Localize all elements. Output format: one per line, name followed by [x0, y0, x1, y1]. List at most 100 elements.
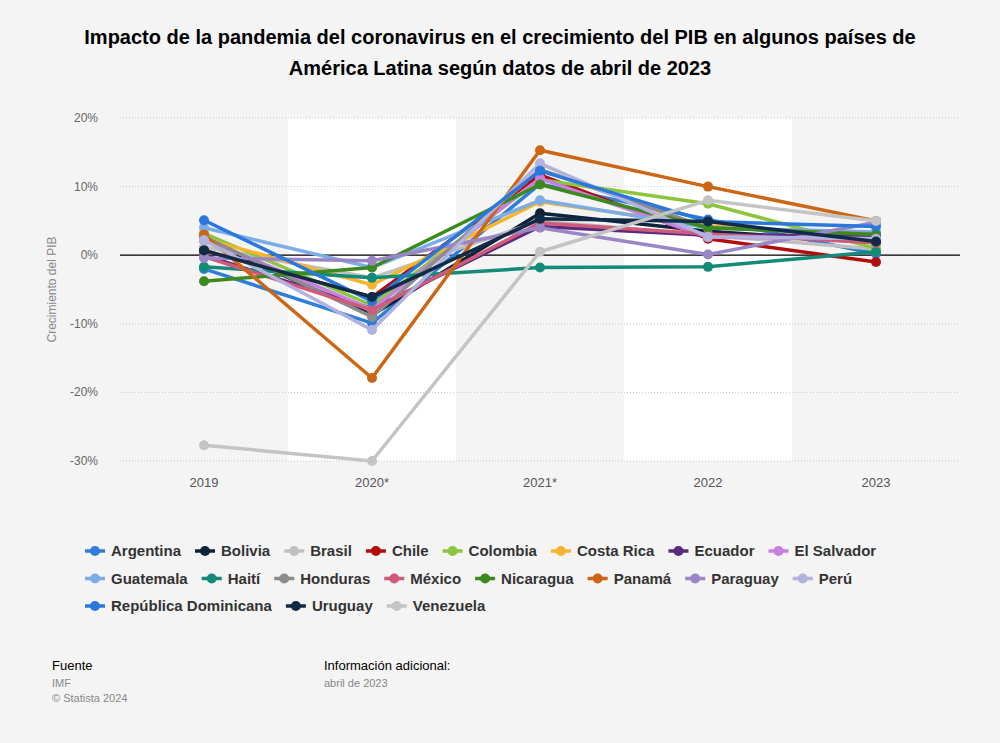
- legend-item: Perú: [793, 570, 852, 587]
- legend-item: Nicaragua: [475, 570, 574, 587]
- legend-symbol: [556, 546, 566, 556]
- legend-symbol: [673, 546, 683, 556]
- y-tick-label: 20%: [74, 111, 98, 125]
- legend-symbol: [90, 574, 100, 584]
- grid-line: [120, 461, 960, 462]
- legend-symbol: [289, 546, 299, 556]
- legend-label: El Salvador: [794, 542, 876, 559]
- series-point: [199, 215, 209, 225]
- legend-label: Venezuela: [413, 597, 486, 614]
- legend-label: República Dominicana: [111, 597, 273, 614]
- x-tick-label: 2022: [694, 475, 723, 490]
- title-line: América Latina según datos de abril de 2…: [289, 57, 711, 79]
- series-point: [871, 216, 881, 226]
- legend-label: Chile: [392, 542, 429, 559]
- series-point: [367, 292, 377, 302]
- legend-symbol: [392, 601, 402, 611]
- series-point: [703, 182, 713, 192]
- legend-label: Panamá: [614, 570, 672, 587]
- legend-item: Costa Rica: [551, 542, 655, 559]
- legend-label: Haití: [228, 570, 261, 587]
- legend-symbol: [798, 574, 808, 584]
- x-tick-label: 2021*: [523, 475, 557, 490]
- series-point: [367, 456, 377, 466]
- legend-symbol: [200, 546, 210, 556]
- series-point: [535, 180, 545, 190]
- legend-symbol: [593, 574, 603, 584]
- legend-item: Colombia: [443, 542, 538, 559]
- series-point: [199, 276, 209, 286]
- series-point: [703, 232, 713, 242]
- series-point: [871, 247, 881, 257]
- series-point: [367, 292, 377, 302]
- series-line: [204, 150, 876, 378]
- legend-label: Honduras: [300, 570, 370, 587]
- legend-label: Colombia: [469, 542, 538, 559]
- series-point: [535, 166, 545, 176]
- legend-symbol: [773, 546, 783, 556]
- series-point: [367, 305, 377, 315]
- y-tick-label: 0%: [81, 248, 99, 262]
- title: Impacto de la pandemia del coronavirus e…: [84, 26, 915, 79]
- legend-item: Argentina: [85, 542, 182, 559]
- legend-label: Paraguay: [711, 570, 779, 587]
- legend-symbol: [207, 574, 217, 584]
- legend-label: Brasil: [310, 542, 352, 559]
- legend-item: Honduras: [274, 570, 370, 587]
- series-line: [204, 213, 876, 315]
- series-point: [199, 245, 209, 255]
- legend-item: Panamá: [588, 570, 672, 587]
- grid-line: [120, 118, 960, 119]
- info: abril de 2023: [324, 677, 388, 689]
- info-label: Información adicional:: [324, 658, 450, 673]
- background: [0, 0, 1000, 743]
- legend-item: Venezuela: [387, 597, 486, 614]
- legend-label: Perú: [819, 570, 852, 587]
- series-group: [199, 145, 881, 466]
- series-point: [703, 262, 713, 272]
- grid-line: [120, 392, 960, 393]
- legend-item: República Dominicana: [85, 597, 273, 614]
- series-line: [204, 200, 876, 461]
- series-point: [703, 217, 713, 227]
- x-tick-label: 2020*: [355, 475, 389, 490]
- source: IMF: [52, 677, 71, 689]
- series-point: [703, 232, 713, 242]
- legend-label: Argentina: [111, 542, 182, 559]
- legend-label: Nicaragua: [501, 570, 574, 587]
- legend-item: El Salvador: [768, 542, 876, 559]
- legend-label: Uruguay: [312, 597, 374, 614]
- legend-symbol: [279, 574, 289, 584]
- x-tick-label: 2023: [862, 475, 891, 490]
- series-line: [204, 200, 876, 267]
- series-line: [204, 219, 876, 297]
- series-point: [535, 263, 545, 273]
- series-point: [199, 440, 209, 450]
- copyright: © Statista 2024: [52, 692, 127, 704]
- series-point: [199, 235, 209, 245]
- legend-item: Paraguay: [685, 570, 779, 587]
- series-point: [703, 195, 713, 205]
- series-point: [199, 245, 209, 255]
- series-point: [367, 325, 377, 335]
- series-point: [703, 217, 713, 227]
- legend-label: Bolivia: [221, 542, 271, 559]
- chart: Impacto de la pandemia del coronavirus e…: [0, 0, 1000, 743]
- y-tick-label: -30%: [70, 454, 98, 468]
- legend-symbol: [389, 574, 399, 584]
- series-point: [367, 256, 377, 266]
- source-label: Fuente: [52, 658, 92, 673]
- y-tick-label: 10%: [74, 180, 98, 194]
- y-axis-label: Crecimiento del PIB: [45, 236, 59, 342]
- legend-label: Costa Rica: [577, 542, 655, 559]
- legend-symbol: [90, 601, 100, 611]
- series-point: [199, 235, 209, 245]
- legend-symbol: [690, 574, 700, 584]
- legend-item: Guatemala: [85, 570, 188, 587]
- legend-symbol: [90, 546, 100, 556]
- series-line: [204, 184, 876, 323]
- grid-line: [120, 323, 960, 324]
- legend-item: Haití: [202, 570, 261, 587]
- series-point: [367, 373, 377, 383]
- series-point: [535, 145, 545, 155]
